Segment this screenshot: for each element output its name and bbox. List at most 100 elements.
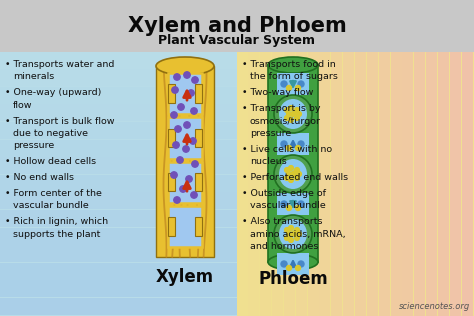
Text: • Perforated end walls: • Perforated end walls — [242, 173, 348, 182]
Bar — [277, 193, 309, 215]
Text: • No end walls: • No end walls — [5, 173, 74, 182]
Text: • Form center of the: • Form center of the — [5, 189, 102, 198]
Text: Xylem and Phloem: Xylem and Phloem — [128, 16, 346, 36]
Circle shape — [291, 172, 295, 176]
Circle shape — [192, 161, 198, 167]
Circle shape — [191, 192, 197, 198]
Bar — [260, 52, 271, 316]
Circle shape — [298, 261, 304, 267]
Bar — [284, 52, 295, 316]
Text: • Live cells with no: • Live cells with no — [242, 145, 332, 154]
Ellipse shape — [274, 95, 312, 133]
Bar — [379, 52, 390, 316]
Bar — [0, 122, 237, 139]
Ellipse shape — [274, 155, 312, 193]
Circle shape — [180, 186, 186, 192]
Text: sciencenotes.org: sciencenotes.org — [399, 302, 470, 311]
Circle shape — [173, 142, 179, 148]
Text: • Outside edge of: • Outside edge of — [242, 189, 326, 198]
Bar — [268, 65, 318, 262]
Text: • Also transports: • Also transports — [242, 217, 322, 226]
Bar — [168, 161, 202, 203]
Circle shape — [293, 110, 299, 114]
Text: supports the plant: supports the plant — [13, 230, 100, 239]
Text: • Rich in lignin, which: • Rich in lignin, which — [5, 217, 108, 226]
Circle shape — [281, 201, 287, 207]
Circle shape — [172, 87, 178, 93]
Ellipse shape — [274, 215, 312, 253]
Circle shape — [284, 116, 290, 120]
Ellipse shape — [279, 159, 307, 189]
Circle shape — [289, 238, 293, 242]
Circle shape — [287, 112, 292, 116]
Text: Phloem: Phloem — [258, 270, 328, 288]
Bar — [277, 73, 309, 95]
Circle shape — [284, 236, 290, 240]
Text: pressure: pressure — [13, 141, 54, 150]
Bar — [168, 84, 175, 103]
Bar — [195, 173, 202, 191]
Text: • Transports food in: • Transports food in — [242, 60, 336, 69]
Circle shape — [171, 172, 177, 178]
Bar — [0, 263, 237, 280]
Circle shape — [295, 228, 300, 232]
Bar — [156, 66, 214, 257]
Circle shape — [289, 166, 293, 170]
Bar — [195, 217, 202, 236]
Bar — [450, 52, 461, 316]
Bar — [355, 52, 366, 316]
Bar — [319, 52, 330, 316]
Circle shape — [184, 122, 190, 128]
Circle shape — [297, 232, 301, 236]
Circle shape — [183, 146, 189, 152]
Circle shape — [192, 77, 198, 83]
Bar — [414, 52, 425, 316]
Text: the form of sugars: the form of sugars — [250, 72, 338, 81]
Circle shape — [175, 126, 181, 132]
Bar — [0, 52, 237, 69]
Circle shape — [289, 106, 293, 110]
Bar — [195, 84, 202, 103]
Circle shape — [286, 265, 292, 270]
Bar — [0, 280, 237, 297]
Bar — [272, 52, 283, 316]
Text: amino acids, mRNA,: amino acids, mRNA, — [250, 230, 346, 239]
Circle shape — [295, 205, 301, 210]
Bar — [0, 104, 237, 121]
Circle shape — [284, 108, 290, 112]
Text: due to negative: due to negative — [13, 129, 88, 138]
Text: pressure: pressure — [250, 129, 291, 138]
Bar — [0, 245, 237, 262]
Bar — [277, 133, 309, 155]
Circle shape — [298, 201, 304, 207]
Bar — [391, 52, 402, 316]
Bar — [0, 157, 237, 174]
Circle shape — [171, 112, 177, 118]
Bar — [277, 253, 309, 275]
Bar — [0, 0, 474, 52]
Circle shape — [287, 172, 292, 176]
Bar — [168, 217, 175, 236]
Circle shape — [281, 141, 287, 147]
Circle shape — [286, 205, 292, 210]
Bar — [0, 87, 237, 104]
Ellipse shape — [279, 219, 307, 249]
Circle shape — [287, 232, 292, 236]
Text: vascular bundle: vascular bundle — [250, 201, 326, 210]
Bar — [402, 52, 413, 316]
Bar — [168, 206, 202, 247]
Bar — [331, 52, 342, 316]
Circle shape — [178, 104, 184, 110]
Circle shape — [190, 138, 196, 144]
Circle shape — [286, 145, 292, 150]
Circle shape — [295, 86, 301, 90]
Text: Xylem: Xylem — [156, 268, 214, 286]
Bar — [308, 52, 319, 316]
Circle shape — [293, 230, 299, 234]
Bar — [426, 52, 437, 316]
Text: nucleus: nucleus — [250, 157, 287, 166]
Circle shape — [295, 176, 300, 180]
Circle shape — [295, 265, 301, 270]
Text: • Transport is by: • Transport is by — [242, 104, 320, 113]
Circle shape — [295, 145, 301, 150]
